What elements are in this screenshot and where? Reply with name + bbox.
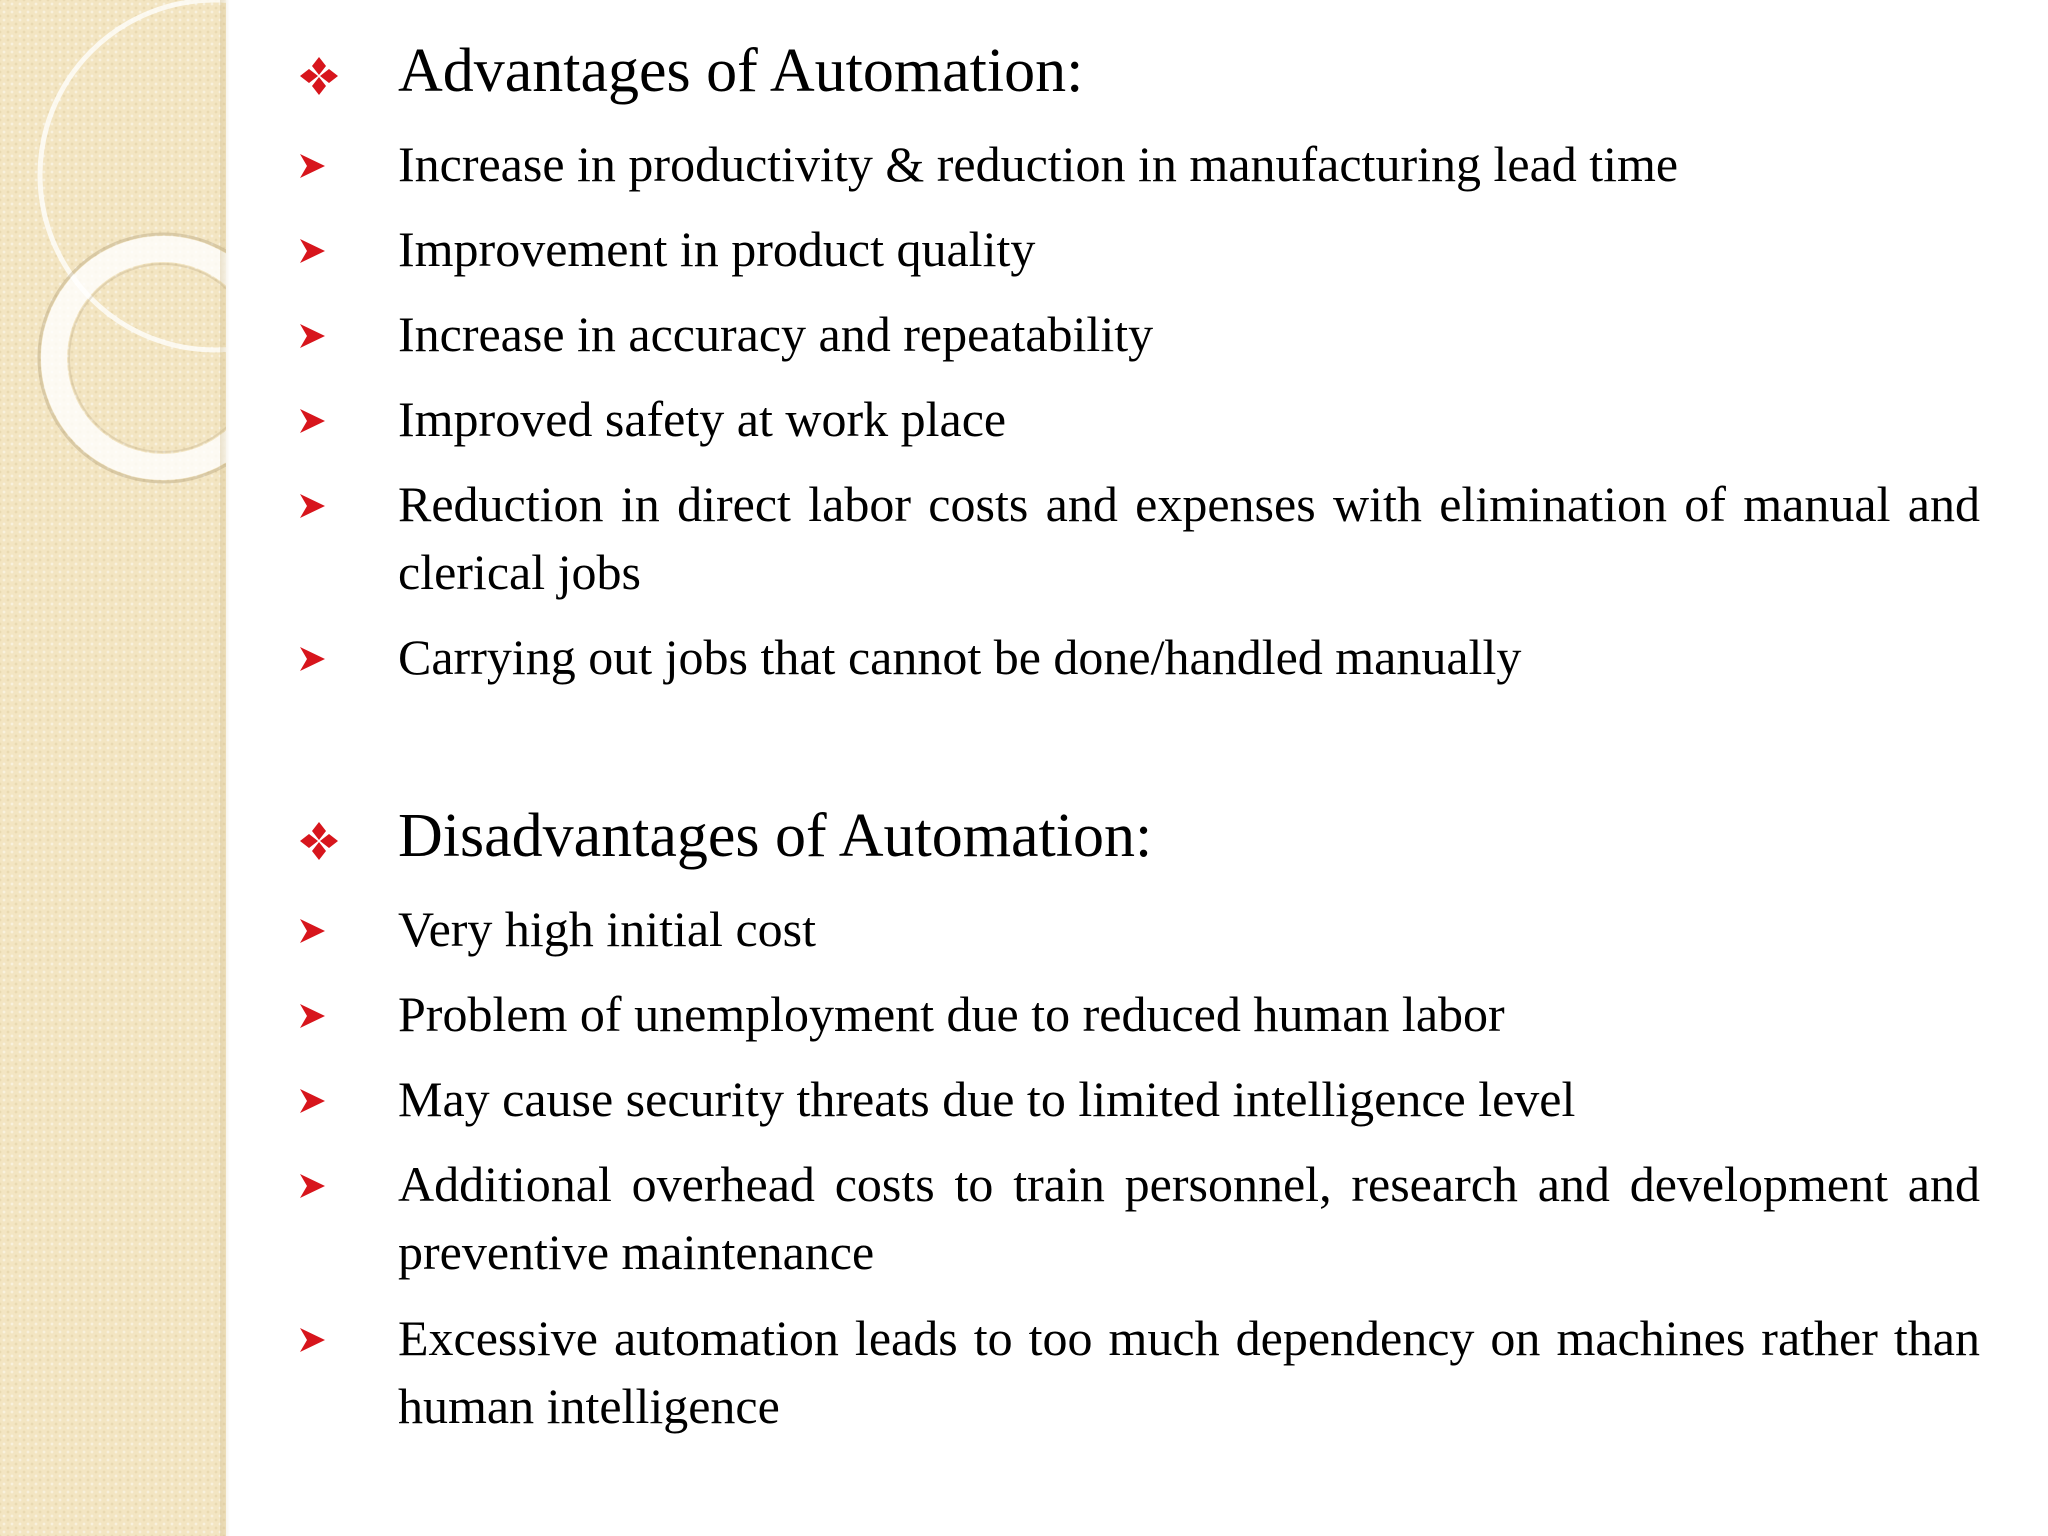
side-panel-edge — [220, 0, 230, 1536]
arrowhead-icon — [300, 154, 325, 178]
advantage-item-text: Improvement in product quality — [398, 221, 1036, 277]
arrowhead-icon — [300, 1004, 325, 1028]
arrowhead-icon — [300, 239, 325, 263]
disadvantage-item-text: Excessive automation leads to too much d… — [398, 1310, 1980, 1434]
four-diamond-icon — [300, 57, 338, 95]
advantage-item-text: Increase in productivity & reduction in … — [398, 136, 1679, 192]
arrowhead-icon — [300, 324, 325, 348]
arrowhead-icon — [300, 1328, 325, 1352]
advantage-item-text: Increase in accuracy and repeatability — [398, 306, 1154, 362]
decorative-rings-icon — [37, 0, 226, 484]
disadvantage-item-text: Very high initial cost — [398, 901, 816, 957]
advantages-heading: Advantages of Automation: — [398, 37, 1084, 105]
arrowhead-icon — [300, 647, 325, 671]
advantage-item-text: Reduction in direct labor costs and expe… — [398, 476, 1980, 600]
disadvantages-heading: Disadvantages of Automation: — [398, 802, 1153, 870]
arrowhead-icon — [300, 919, 325, 943]
disadvantage-item-text: Problem of unemployment due to reduced h… — [398, 986, 1505, 1042]
arrowhead-icon — [300, 494, 325, 518]
arrowhead-icon — [300, 409, 325, 433]
arrowhead-icon — [300, 1174, 325, 1198]
disadvantage-item-text: Additional overhead costs to train perso… — [398, 1156, 1980, 1280]
advantage-item-text: Improved safety at work place — [398, 391, 1007, 447]
decorative-side-panel — [0, 0, 226, 1536]
disadvantage-item-text: May cause security threats due to limite… — [398, 1071, 1576, 1127]
advantage-item-text: Carrying out jobs that cannot be done/ha… — [398, 629, 1522, 685]
four-diamond-icon — [300, 822, 338, 860]
arrowhead-icon — [300, 1089, 325, 1113]
